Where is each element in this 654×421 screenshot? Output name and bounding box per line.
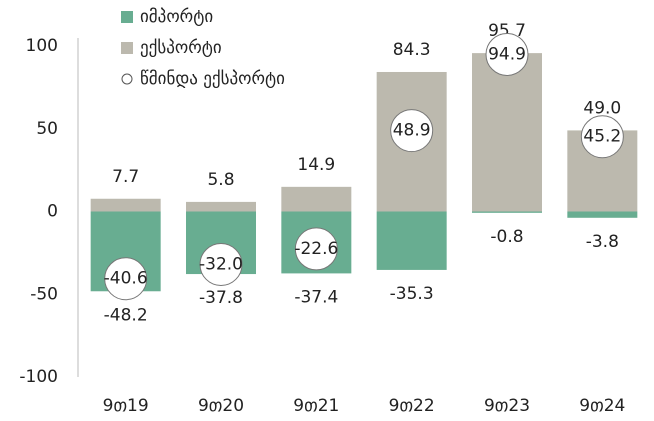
data-label: -48.2 xyxy=(104,305,148,325)
y-tick-label: -50 xyxy=(30,284,58,304)
bar xyxy=(281,186,352,212)
data-label: 48.9 xyxy=(393,121,431,141)
legend-label: ექსპორტი xyxy=(140,38,222,58)
data-label: 84.3 xyxy=(393,40,431,60)
bar xyxy=(376,211,447,270)
data-label: 45.2 xyxy=(583,127,621,147)
x-tick-label: 9თ23 xyxy=(484,396,530,416)
data-label: 7.7 xyxy=(112,167,139,187)
legend-swatch xyxy=(121,11,133,23)
bar xyxy=(567,211,638,218)
data-label: -3.8 xyxy=(586,232,619,252)
net-marker xyxy=(580,115,624,159)
data-label: -37.8 xyxy=(199,288,243,308)
y-tick-label: 50 xyxy=(36,119,58,139)
data-label: 94.9 xyxy=(488,44,526,64)
net-marker xyxy=(294,227,338,271)
legend-swatch xyxy=(121,73,133,85)
x-tick-label: 9თ20 xyxy=(198,396,244,416)
data-label: -40.6 xyxy=(104,269,148,289)
data-label: -37.4 xyxy=(294,287,338,307)
bar xyxy=(90,198,161,212)
legend-label: იმპორტი xyxy=(140,7,213,27)
y-tick-label: 100 xyxy=(26,36,58,56)
x-tick-label: 9თ24 xyxy=(579,396,625,416)
data-label: -0.8 xyxy=(490,227,523,247)
x-tick-label: 9თ22 xyxy=(389,396,435,416)
data-label: -22.6 xyxy=(294,239,338,259)
net-marker xyxy=(485,32,529,76)
data-label: 49.0 xyxy=(583,98,621,118)
data-label: -35.3 xyxy=(390,284,434,304)
net-marker xyxy=(199,242,243,286)
data-label: 5.8 xyxy=(207,170,234,190)
x-tick-label: 9თ21 xyxy=(293,396,339,416)
y-tick-label: -100 xyxy=(19,367,58,387)
data-label: 14.9 xyxy=(297,155,335,175)
net-marker xyxy=(390,109,434,153)
x-tick-label: 9თ19 xyxy=(103,396,149,416)
legend-swatch xyxy=(121,42,133,54)
bar xyxy=(472,53,542,212)
net-marker xyxy=(104,257,148,301)
y-tick-label: 0 xyxy=(47,202,58,222)
legend-label: წმინდა ექსპორტი xyxy=(140,69,285,89)
bar xyxy=(472,211,542,213)
data-label: -32.0 xyxy=(199,254,243,274)
bar xyxy=(186,201,256,212)
